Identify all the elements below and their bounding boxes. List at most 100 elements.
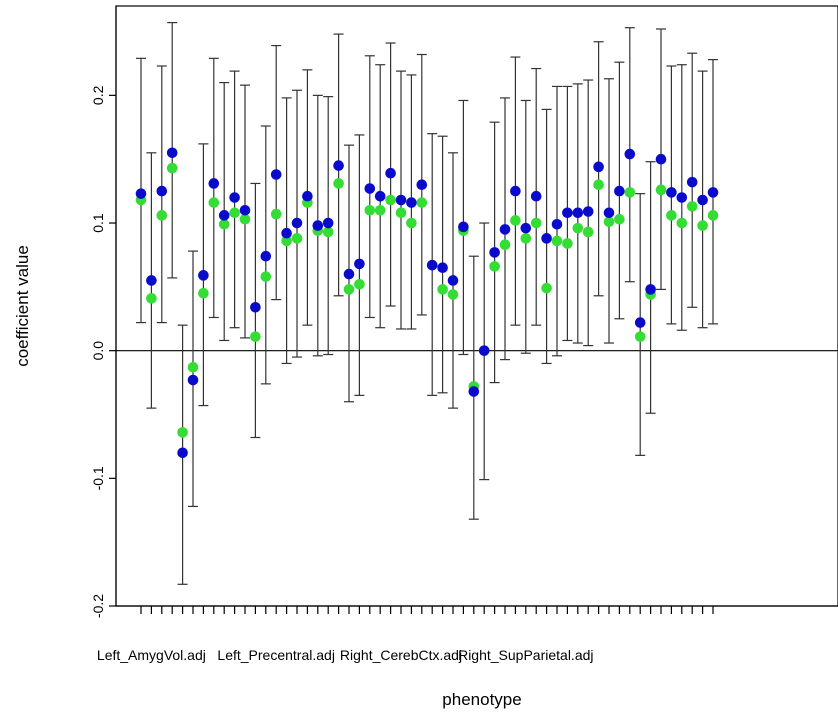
green-point — [614, 213, 625, 225]
blue-point — [406, 197, 417, 208]
green-point — [562, 238, 573, 249]
green-point — [146, 293, 157, 304]
green-point — [260, 271, 272, 282]
blue-point — [541, 233, 552, 244]
green-point — [510, 215, 521, 226]
blue-point — [686, 176, 698, 188]
blue-point — [603, 207, 615, 219]
blue-point — [593, 161, 604, 173]
blue-point — [489, 247, 500, 258]
green-point — [634, 331, 646, 342]
blue-point — [364, 183, 376, 194]
green-point — [229, 207, 240, 219]
green-point — [343, 284, 355, 295]
x-axis-ticks: Left_AmygVol.adj Left_Precentral.adj Right… — [97, 606, 714, 663]
blue-point — [697, 194, 708, 206]
green-point — [270, 208, 282, 220]
blue-point — [146, 275, 157, 286]
green-point — [187, 361, 199, 373]
green-point — [541, 282, 552, 294]
blue-point — [385, 167, 396, 179]
green-point — [354, 278, 365, 290]
blue-point — [437, 262, 448, 274]
green-point — [530, 217, 542, 229]
blue-point — [166, 147, 178, 159]
blue-point — [426, 259, 438, 271]
blue-point — [291, 217, 303, 229]
green-point — [437, 284, 448, 295]
blue-point — [187, 374, 199, 386]
green-point — [218, 218, 230, 230]
green-point — [676, 217, 688, 229]
green-point — [489, 261, 500, 272]
green-point — [406, 217, 417, 229]
blue-point — [343, 268, 355, 280]
x-tick-label: Left_AmygVol.adj — [97, 647, 206, 663]
green-point — [322, 226, 334, 238]
blue-point — [478, 345, 490, 356]
y-axis-title: coefficient value — [13, 245, 32, 367]
green-point — [177, 427, 188, 438]
green-point — [385, 194, 396, 206]
green-point — [416, 197, 428, 208]
blue-point — [510, 185, 521, 197]
blue-point — [218, 210, 230, 221]
blue-point — [302, 190, 313, 202]
blue-point — [177, 447, 188, 459]
green-point — [333, 178, 344, 189]
green-point — [208, 197, 220, 208]
green-point — [624, 187, 636, 198]
blue-point — [198, 270, 209, 281]
blue-point — [530, 190, 542, 202]
green-point — [572, 222, 584, 234]
green-point — [655, 184, 667, 196]
green-point — [603, 216, 615, 228]
blue-point — [416, 179, 428, 191]
green-point — [582, 226, 594, 238]
x-axis-title: phenotype — [442, 690, 521, 709]
blue-point — [624, 148, 636, 160]
blue-point — [676, 192, 688, 203]
green-point — [374, 204, 386, 216]
green-point — [520, 233, 532, 244]
blue-point — [374, 190, 386, 202]
blue-point — [614, 185, 625, 197]
green-point — [697, 220, 708, 231]
blue-point — [260, 250, 272, 262]
green-point — [198, 287, 209, 299]
green-point — [551, 235, 563, 247]
green-point — [281, 235, 292, 247]
blue-point — [634, 317, 646, 328]
green-point — [395, 207, 407, 219]
blue-point — [229, 192, 240, 203]
blue-point — [270, 169, 282, 180]
error-bars — [136, 21, 718, 585]
y-tick-label: 0.2 — [90, 85, 106, 105]
green-point — [250, 331, 261, 342]
blue-point — [281, 227, 292, 239]
green-point — [166, 162, 178, 174]
green-point — [156, 210, 168, 221]
blue-point — [468, 386, 480, 397]
x-tick-label: Left_Precentral.adj — [217, 647, 335, 663]
blue-point — [135, 188, 147, 199]
blue-point — [312, 220, 324, 231]
x-tick-label: Right_SupParietal.adj — [458, 647, 593, 663]
blue-point — [551, 218, 563, 230]
y-axis-ticks: -0.2 -0.1 0.0 0.1 0.2 — [90, 85, 116, 618]
blue-point — [333, 160, 344, 171]
blue-point — [707, 187, 719, 198]
blue-point — [645, 284, 656, 295]
blue-point — [499, 224, 511, 235]
blue-point — [572, 207, 584, 219]
blue-point — [447, 275, 459, 286]
data-points — [135, 147, 719, 459]
blue-point — [395, 194, 407, 206]
green-point — [239, 213, 251, 225]
green-point — [499, 239, 511, 251]
blue-point — [562, 207, 573, 219]
y-tick-label: -0.2 — [90, 594, 106, 618]
green-point — [707, 210, 719, 221]
green-point — [666, 210, 677, 221]
